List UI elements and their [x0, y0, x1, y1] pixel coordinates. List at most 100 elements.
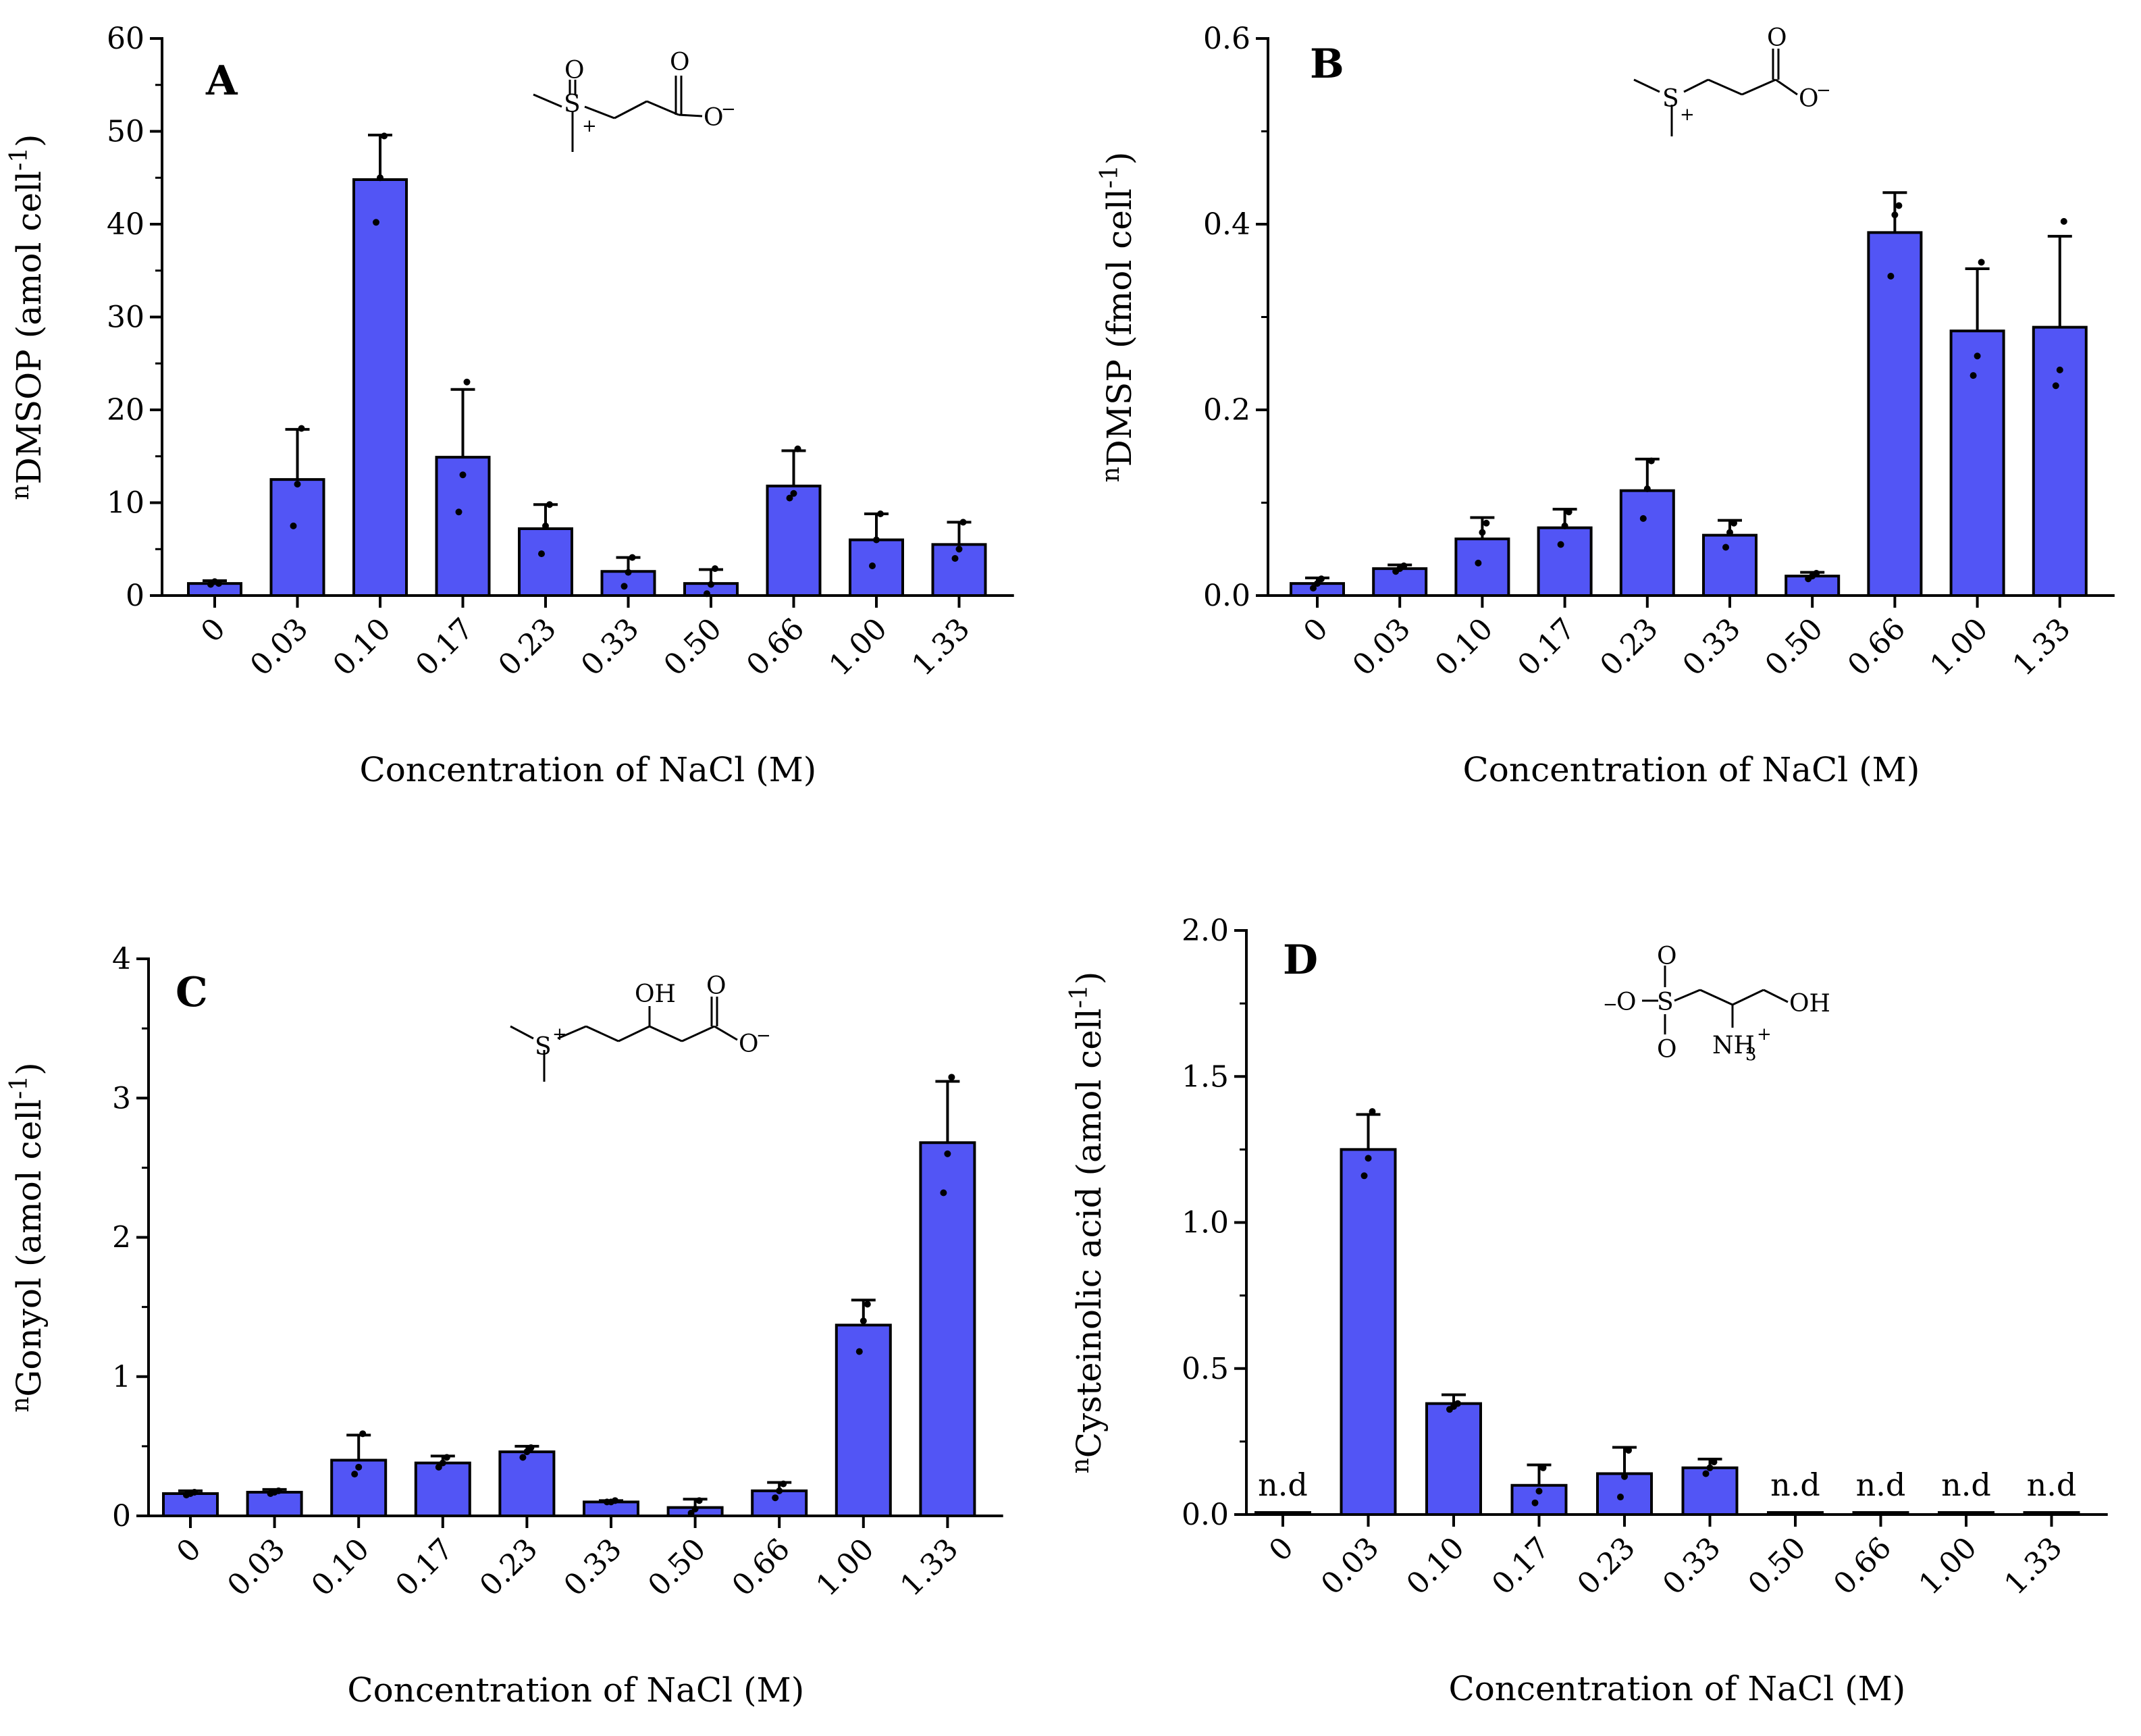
data-point — [1978, 259, 1985, 266]
x-tick-label: 0.10 — [305, 1532, 376, 1603]
y-tick-label: 0.4 — [1203, 207, 1250, 242]
data-point — [191, 1488, 198, 1496]
data-point — [790, 490, 797, 497]
x-tick-label: 1.00 — [810, 1532, 880, 1603]
data-point — [1974, 352, 1981, 360]
panel-c: 0 1 2 3 4 0 0.03 0.10 0.17 0.23 0.33 0.50 0.66 1.00 1.… — [5, 942, 1003, 1710]
panel-letter: C — [176, 969, 208, 1016]
data-point — [1561, 522, 1568, 529]
x-tick-label: 1.00 — [822, 612, 893, 683]
y-tick-label: 1.0 — [1182, 1206, 1229, 1240]
data-point — [1722, 544, 1729, 551]
y-tick-label: 0 — [112, 1499, 131, 1533]
chem-o: O — [704, 104, 724, 132]
bar — [2023, 1511, 2080, 1516]
data-point — [1475, 559, 1482, 567]
bar — [751, 1489, 808, 1517]
x-tick-label: 0.50 — [1741, 1531, 1812, 1602]
data-point — [864, 1300, 871, 1308]
chem-o: O — [1767, 24, 1787, 52]
data-point — [1454, 1400, 1461, 1407]
data-point — [1702, 1470, 1710, 1477]
data-point — [1617, 1494, 1624, 1501]
data-point — [695, 1497, 703, 1504]
x-tick-label: 0.17 — [1511, 612, 1582, 683]
data-point — [877, 510, 884, 517]
x-tick-label: 1.00 — [1924, 612, 1994, 683]
x-tick-label: 0.23 — [492, 612, 562, 683]
data-point — [359, 1430, 367, 1438]
data-point — [1360, 1172, 1368, 1180]
x-tick-label: 0.66 — [726, 1532, 797, 1603]
data-point — [1730, 519, 1737, 527]
y-axis-title: nCysteinolic acid (amol cell-1) — [1065, 972, 1109, 1474]
data-point — [2052, 382, 2059, 390]
bar — [1681, 1466, 1739, 1517]
chem-o: O — [1657, 943, 1677, 970]
data-point — [1483, 519, 1490, 527]
y-tick-label: 2.0 — [1182, 914, 1229, 948]
bar — [269, 478, 325, 597]
chem-s: S — [1657, 989, 1674, 1016]
x-tick-label: 0.50 — [641, 1532, 712, 1603]
panel-letter: D — [1283, 937, 1318, 984]
nd-label: n.d — [1258, 1467, 1308, 1503]
x-tick-label: 0.03 — [1315, 1531, 1385, 1602]
x-tick-label: 0.17 — [389, 1532, 460, 1603]
y-tick-label: 1.5 — [1182, 1059, 1229, 1094]
data-point — [1643, 485, 1651, 492]
data-point — [869, 562, 876, 569]
data-point — [290, 522, 297, 529]
data-point — [786, 494, 793, 502]
data-point — [523, 1448, 531, 1456]
bar — [931, 543, 987, 597]
y-tick-label: 30 — [107, 300, 144, 335]
x-tick-label: 0.33 — [575, 612, 645, 683]
y-axis-title-prefix: n — [7, 1397, 34, 1413]
y-tick-label: 2 — [112, 1221, 131, 1255]
y-axis-title-text: DMSP (fmol cell — [1100, 188, 1139, 467]
nd-label: n.d — [1770, 1467, 1820, 1503]
data-point — [1891, 211, 1899, 219]
x-tick-label: 1.33 — [894, 1532, 965, 1603]
data-point — [691, 1505, 699, 1513]
y-axis-title-close: ) — [1100, 152, 1139, 165]
data-point — [704, 590, 710, 598]
data-point — [351, 1471, 359, 1478]
data-point — [527, 1444, 535, 1451]
chem-minus: − — [1816, 80, 1831, 101]
panel-d: 0.0 0.5 1.0 1.5 2.0 n.d 0 0.03 0.10 0.17 0.23 0.33 n… — [1065, 914, 2108, 1708]
data-point — [1369, 1108, 1376, 1115]
x-tick-label: 0.23 — [1570, 1531, 1641, 1602]
y-axis-title-text: Cysteinolic acid (amol cell — [1069, 1008, 1109, 1458]
y-tick-label: 10 — [107, 486, 144, 521]
y-tick-label: 0.0 — [1182, 1498, 1229, 1532]
nd-label: n.d — [1856, 1467, 1906, 1503]
panel-letter: A — [205, 57, 238, 105]
chem-plus: + — [552, 1024, 567, 1045]
data-point — [620, 583, 628, 590]
data-point — [944, 1150, 951, 1157]
data-point — [873, 536, 880, 544]
x-tick-label: 0.10 — [1400, 1531, 1471, 1602]
chem-sub3: 3 — [1745, 1045, 1757, 1065]
data-point — [1895, 202, 1903, 209]
y-tick-label: 0 — [126, 579, 144, 613]
chem-oh: OH — [635, 980, 676, 1008]
data-point — [546, 501, 553, 508]
data-point — [855, 1348, 863, 1355]
chem-minus: − — [721, 99, 736, 120]
bar — [518, 527, 573, 597]
y-axis-title: nGonyol (amol cell-1) — [5, 1062, 49, 1413]
data-point — [959, 519, 967, 526]
bar — [1852, 1511, 1909, 1516]
x-tick-label: 0.03 — [221, 1532, 292, 1603]
x-tick-label: 0.50 — [657, 612, 728, 683]
x-tick-label: 0.17 — [1485, 1531, 1556, 1602]
data-point — [1365, 1155, 1372, 1162]
bar — [835, 1323, 892, 1517]
panel-a: 0 10 20 30 40 50 60 0 0.03 0.10 0.17 0.23 0.33 0.50 0.… — [5, 22, 1014, 789]
chem-oh: OH — [1789, 990, 1830, 1018]
bar — [766, 484, 822, 597]
